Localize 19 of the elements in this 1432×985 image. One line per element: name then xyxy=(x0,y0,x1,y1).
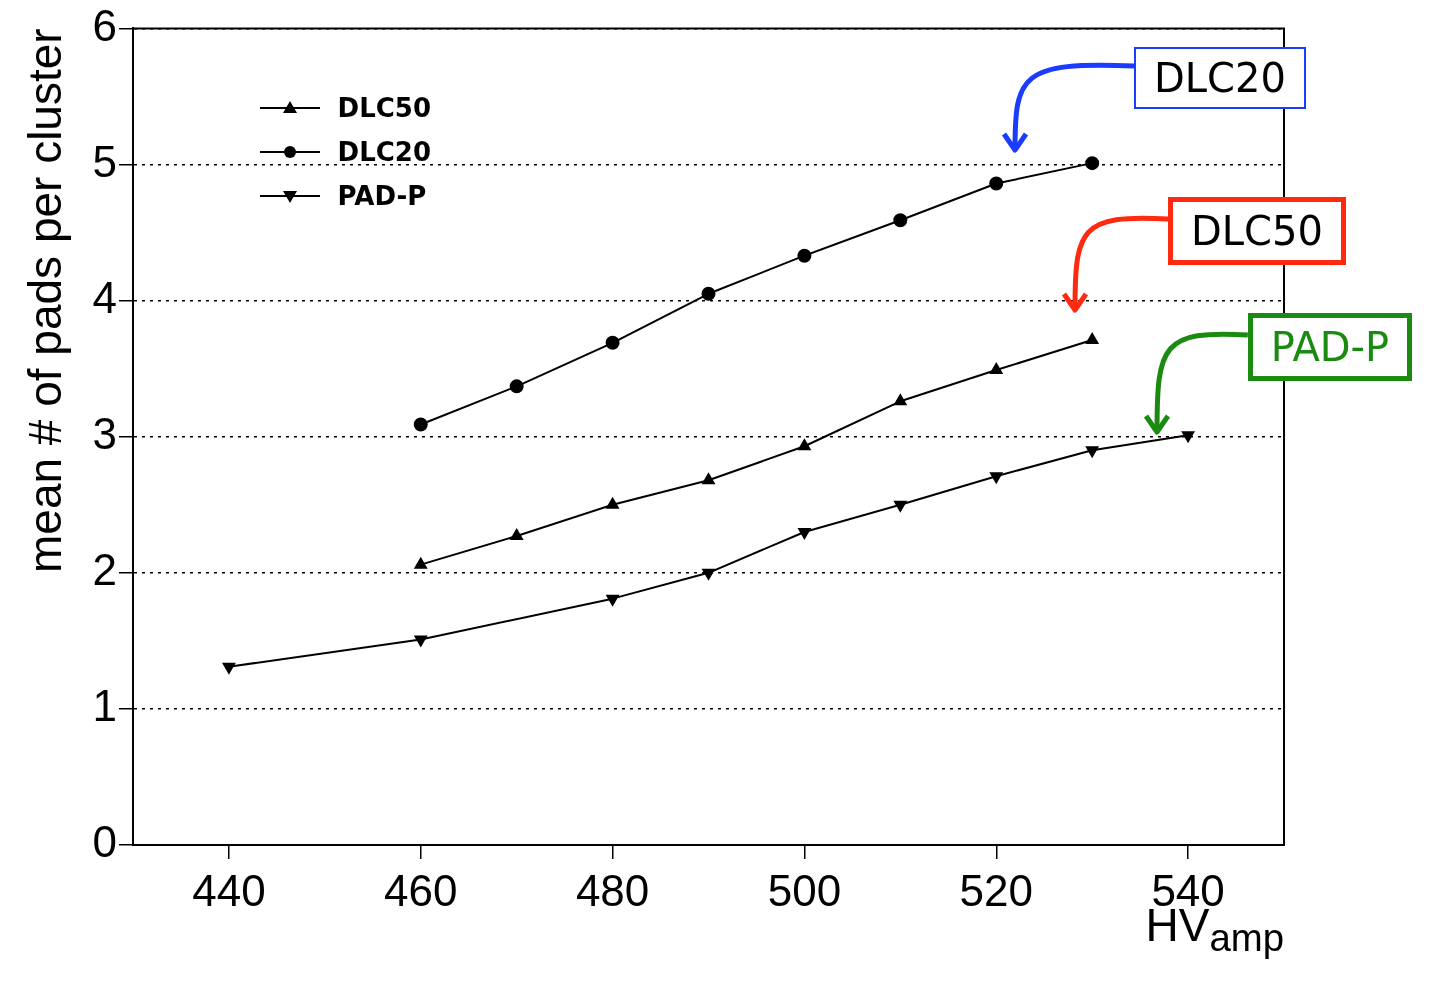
legend-label: DLC50 xyxy=(337,92,432,123)
legend-label: DLC20 xyxy=(337,136,432,167)
y-tick-label: 3 xyxy=(92,408,117,458)
y-axis-title: mean # of pads per cluster xyxy=(18,28,72,574)
y-tick-label: 1 xyxy=(92,681,117,731)
annotation: DLC50 xyxy=(1168,197,1346,265)
annotation: DLC20 xyxy=(1134,47,1306,109)
x-tick-label: 520 xyxy=(959,865,1033,915)
x-tick-label: 460 xyxy=(384,865,458,915)
y-tick-label: 0 xyxy=(92,817,117,867)
y-tick-label: 2 xyxy=(92,544,117,594)
y-tick-label: 4 xyxy=(92,272,117,322)
annotation: PAD-P xyxy=(1247,313,1413,381)
x-tick-label: 500 xyxy=(767,865,842,915)
x-tick-label: 440 xyxy=(192,865,266,915)
legend-label: PAD-P xyxy=(337,180,427,211)
y-tick-label: 6 xyxy=(92,0,117,50)
y-tick-label: 5 xyxy=(92,136,117,186)
x-tick-label: 480 xyxy=(575,865,650,915)
